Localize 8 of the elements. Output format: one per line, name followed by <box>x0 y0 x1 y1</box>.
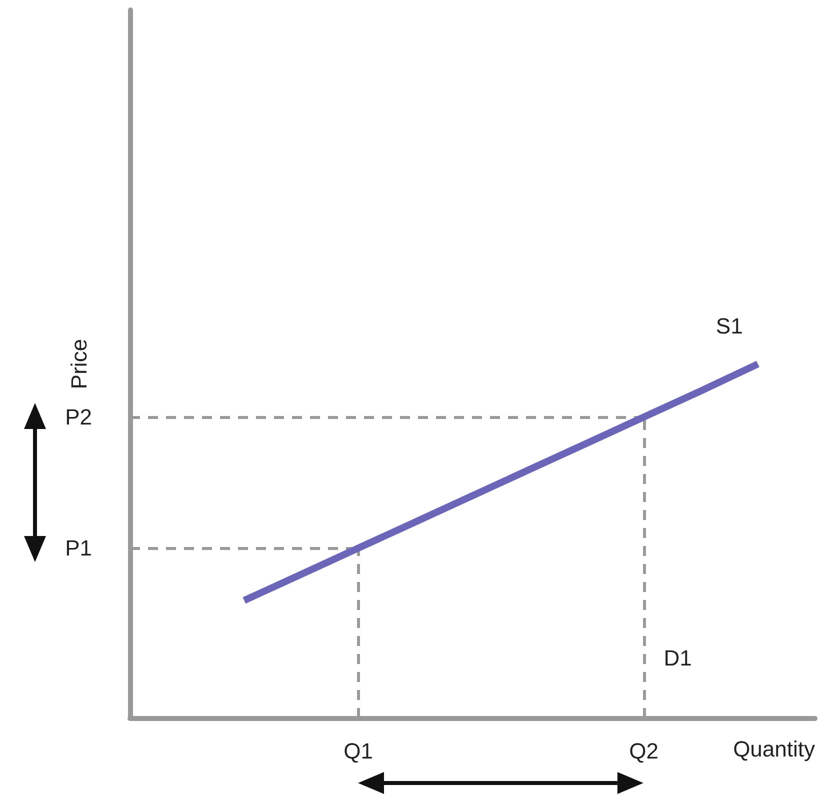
x-tick-label: Q2 <box>629 738 658 764</box>
x-axis-title: Quantity <box>733 736 815 762</box>
series-label: S1 <box>716 314 743 338</box>
ref-line-label: P2 <box>65 404 92 430</box>
x-tick-label: Q1 <box>344 738 374 764</box>
y-axis-title: Price <box>66 338 92 390</box>
ref-line-label: P1 <box>65 536 92 561</box>
annotation: D1 <box>664 645 692 670</box>
